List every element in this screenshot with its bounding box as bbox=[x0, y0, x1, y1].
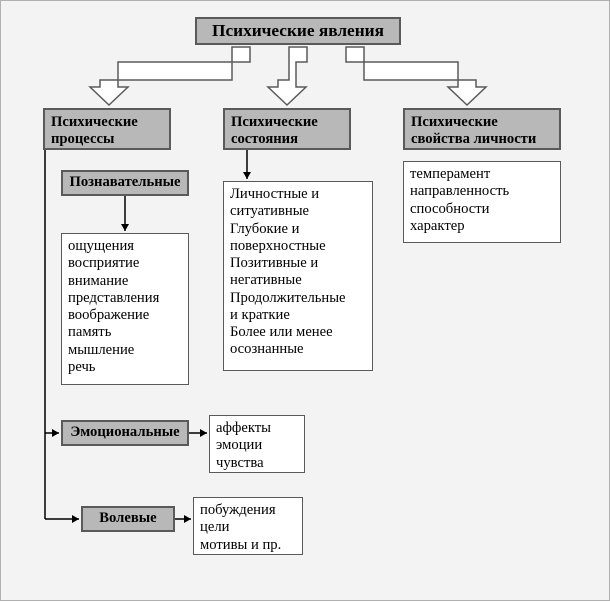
volitional-box: Волевые bbox=[81, 506, 175, 532]
diagram-canvas: Психические явления Психическиепроцессы … bbox=[0, 0, 610, 601]
root-box: Психические явления bbox=[195, 17, 401, 45]
traits-list: темпераментнаправленностьспособностихара… bbox=[403, 161, 561, 243]
header-states: Психическиесостояния bbox=[223, 108, 351, 150]
header-traits: Психическиесвойства личности bbox=[403, 108, 561, 150]
emotional-box: Эмоциональные bbox=[61, 420, 189, 446]
emotional-list: аффектыэмоциичувства bbox=[209, 415, 305, 473]
states-list: Личностные иситуативныеГлубокие иповерхн… bbox=[223, 181, 373, 371]
volitional-list: побужденияцелимотивы и пр. bbox=[193, 497, 303, 555]
header-processes: Психическиепроцессы bbox=[43, 108, 171, 150]
cognitive-list: ощущениявосприятиевниманиепредставленияв… bbox=[61, 233, 189, 385]
cognitive-box: Познавательные bbox=[61, 170, 189, 196]
